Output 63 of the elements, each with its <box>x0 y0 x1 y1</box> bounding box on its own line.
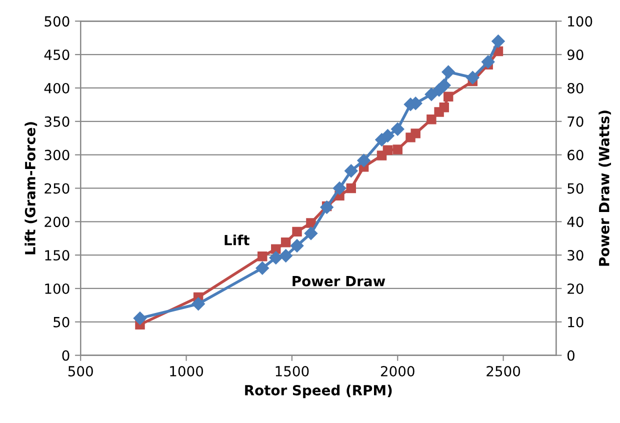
point <box>279 249 292 262</box>
point <box>392 144 402 154</box>
y-tick-label: 250 <box>44 183 70 194</box>
x-axis-title: Rotor Speed (RPM) <box>245 384 392 398</box>
point <box>443 92 454 102</box>
y2-tick-label: 90 <box>567 50 584 60</box>
point <box>438 78 451 92</box>
y2-tick-label: 80 <box>568 82 584 94</box>
y2-tick-label: 40 <box>567 216 584 228</box>
y-tick-label: 400 <box>44 82 70 94</box>
y2-tick-label: 50 <box>568 183 584 194</box>
point <box>320 200 334 214</box>
x-tick-label: 2500 <box>486 366 520 376</box>
y2-tick-label: 60 <box>568 150 584 160</box>
y2-tick-label: 10 <box>568 316 584 328</box>
y-tick-label: 150 <box>45 250 70 261</box>
point <box>426 114 436 124</box>
point <box>290 239 304 252</box>
series-label: Lift <box>224 234 250 246</box>
y-tick-label: 0 <box>62 350 70 361</box>
x-tick-label: 2000 <box>380 366 414 376</box>
point <box>306 218 316 228</box>
point <box>391 122 404 136</box>
point <box>381 129 394 142</box>
x-tick-label: 1500 <box>276 366 309 376</box>
point <box>382 145 393 155</box>
y-tick-label: 450 <box>44 50 70 60</box>
point <box>410 128 420 138</box>
point <box>256 262 269 275</box>
point <box>280 238 291 248</box>
point <box>304 226 318 240</box>
y2-tick-label: 100 <box>568 16 592 27</box>
y2-axis-title: Power Draw (Watts) <box>598 110 612 266</box>
point <box>258 252 268 262</box>
point <box>192 297 205 310</box>
y-tick-label: 300 <box>44 150 70 160</box>
point <box>133 312 147 325</box>
point <box>442 65 455 79</box>
y2-tick-label: 70 <box>568 116 584 127</box>
x-tick-label: 1000 <box>170 366 204 376</box>
y-tick-label: 200 <box>44 216 70 228</box>
point <box>481 55 495 69</box>
point <box>332 182 346 195</box>
point <box>492 34 505 48</box>
x-tick-label: 500 <box>68 366 93 376</box>
point <box>357 154 370 168</box>
point <box>269 251 282 264</box>
y-tick-label: 500 <box>44 16 70 27</box>
point <box>346 183 356 194</box>
y-axis-title: Lift (Gram-Force) <box>24 122 38 254</box>
y2-tick-label: 20 <box>568 283 584 294</box>
series-label: Power Draw <box>292 276 386 286</box>
point <box>344 164 358 178</box>
y-tick-label: 100 <box>45 283 70 294</box>
y2-tick-label: 30 <box>568 250 584 261</box>
y2-tick-label: 0 <box>567 350 574 361</box>
point <box>292 226 302 237</box>
y-tick-label: 350 <box>44 116 70 127</box>
y-tick-label: 50 <box>54 316 70 328</box>
point <box>466 71 480 84</box>
point <box>271 244 281 254</box>
point <box>424 88 438 101</box>
point <box>439 102 449 112</box>
